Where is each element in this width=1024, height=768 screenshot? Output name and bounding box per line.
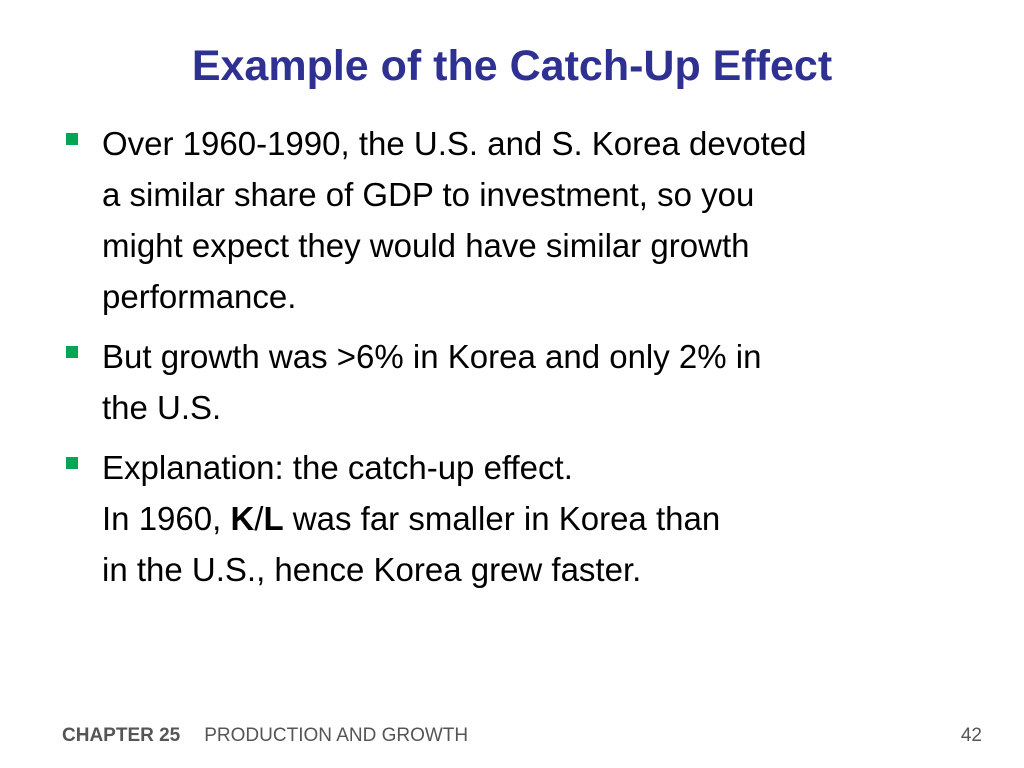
square-bullet-icon bbox=[66, 457, 78, 469]
bullet-list: Over 1960-1990, the U.S. and S. Korea de… bbox=[62, 118, 982, 595]
ratio-slash: / bbox=[254, 500, 264, 537]
bullet-text-line: But growth was >6% in Korea and only 2% … bbox=[102, 338, 762, 375]
square-bullet-icon bbox=[66, 133, 78, 145]
footer-chapter: CHAPTER 25 bbox=[62, 725, 181, 746]
footer-subject: PRODUCTION AND GROWTH bbox=[204, 725, 469, 746]
slide-footer: CHAPTER 25 PRODUCTION AND GROWTH bbox=[62, 723, 468, 749]
bullet-text-line: Explanation: the catch-up effect. bbox=[102, 449, 573, 486]
bullet-text-line: a similar share of GDP to investment, so… bbox=[102, 176, 755, 213]
page-number: 42 bbox=[960, 725, 982, 746]
labor-symbol-l: L bbox=[263, 500, 284, 537]
bullet-item-explanation: Explanation: the catch-up effect. In 196… bbox=[62, 442, 982, 595]
bullet-item-investment: Over 1960-1990, the U.S. and S. Korea de… bbox=[62, 118, 982, 322]
bullet-text-line: might expect they would have similar gro… bbox=[102, 227, 750, 264]
text-run: In 1960, bbox=[102, 500, 231, 537]
bullet-item-growth-rates: But growth was >6% in Korea and only 2% … bbox=[62, 331, 982, 433]
bullet-text-line: in the U.S., hence Korea grew faster. bbox=[102, 551, 642, 588]
slide-title: Example of the Catch-Up Effect bbox=[191, 42, 833, 90]
bullet-text-line: the U.S. bbox=[102, 389, 222, 426]
text-run: was far smaller in Korea than bbox=[283, 500, 721, 537]
capital-symbol-k: K bbox=[230, 500, 255, 537]
bullet-text-line: performance. bbox=[102, 278, 297, 315]
bullet-text-line-kl: In 1960, K/L was far smaller in Korea th… bbox=[102, 493, 982, 544]
square-bullet-icon bbox=[66, 346, 78, 358]
bullet-text-line: Over 1960-1990, the U.S. and S. Korea de… bbox=[102, 125, 807, 162]
